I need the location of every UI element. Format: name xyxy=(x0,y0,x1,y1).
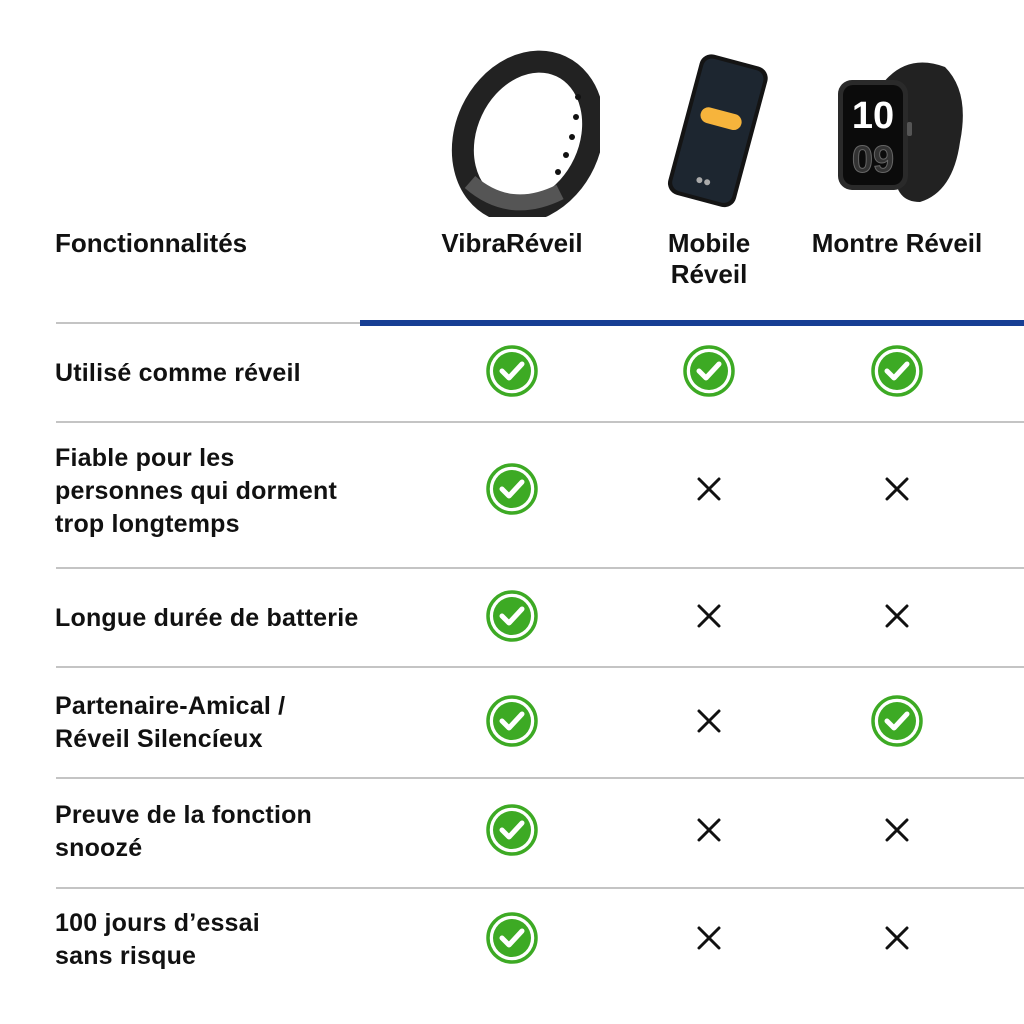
cross-icon xyxy=(681,802,737,858)
cross-icon xyxy=(681,461,737,517)
check-icon xyxy=(484,693,540,749)
cross-icon xyxy=(681,910,737,966)
check-icon xyxy=(484,343,540,399)
row-label-line: snoozé xyxy=(55,834,143,862)
cross-icon xyxy=(869,802,925,858)
check-icon xyxy=(484,588,540,644)
column-header-line: Mobile xyxy=(667,228,751,258)
row-label: Fiable pour les personnes qui dorment trop… xyxy=(55,442,395,541)
row-divider xyxy=(56,777,1024,779)
cross-icon xyxy=(681,693,737,749)
row-label-line: Réveil Silencíeux xyxy=(55,725,263,753)
column-header-mobile-reveil: Mobile Réveil xyxy=(609,228,809,290)
check-icon xyxy=(681,343,737,399)
row-label: Utilisé comme réveil xyxy=(55,357,395,390)
smartphone-image xyxy=(667,54,768,208)
row-label: Longue durée de batterie xyxy=(55,602,395,635)
row-label-line: personnes qui dorment xyxy=(55,476,338,505)
check-icon xyxy=(869,343,925,399)
check-icon xyxy=(869,693,925,749)
features-column-header: Fonctionnalités xyxy=(55,228,248,258)
check-icon xyxy=(484,802,540,858)
column-header-montre-reveil: Montre Réveil xyxy=(811,228,983,258)
row-label-line: Utilisé comme réveil xyxy=(55,358,301,387)
row-label: 100 jours d’essai sans risque xyxy=(55,907,395,973)
wristband-image xyxy=(451,50,600,217)
row-divider xyxy=(56,887,1024,889)
row-label-line: 100 jours d’essai xyxy=(55,909,260,937)
row-divider xyxy=(56,421,1024,423)
check-icon xyxy=(484,461,540,517)
row-label: Preuve de la fonction snoozé xyxy=(55,799,395,865)
watch-minutes: 09 xyxy=(852,139,894,181)
row-label-line: trop longtemps xyxy=(55,509,240,538)
cross-icon xyxy=(869,588,925,644)
row-label-line: Preuve de la fonction xyxy=(55,801,313,829)
row-label-line: Fiable pour les xyxy=(55,443,235,472)
row-divider xyxy=(56,567,1024,569)
row-label-line: Partenaire-Amical / xyxy=(55,692,286,720)
cross-icon xyxy=(869,910,925,966)
header-accent-rule xyxy=(360,320,1024,326)
header-divider xyxy=(56,322,360,324)
watch-hours: 10 xyxy=(852,95,894,137)
row-label-line: sans risque xyxy=(55,942,197,970)
cross-icon xyxy=(681,588,737,644)
check-icon xyxy=(484,910,540,966)
row-label-line: Longue durée de batterie xyxy=(55,603,359,632)
column-header-line: Réveil xyxy=(670,259,748,289)
smartwatch-image: 10 09 xyxy=(838,62,963,202)
cross-icon xyxy=(869,461,925,517)
row-divider xyxy=(56,666,1024,668)
row-label: Partenaire-Amical / Réveil Silencíeux xyxy=(55,690,395,756)
column-header-vibrareveil: VibraRéveil xyxy=(441,228,583,258)
